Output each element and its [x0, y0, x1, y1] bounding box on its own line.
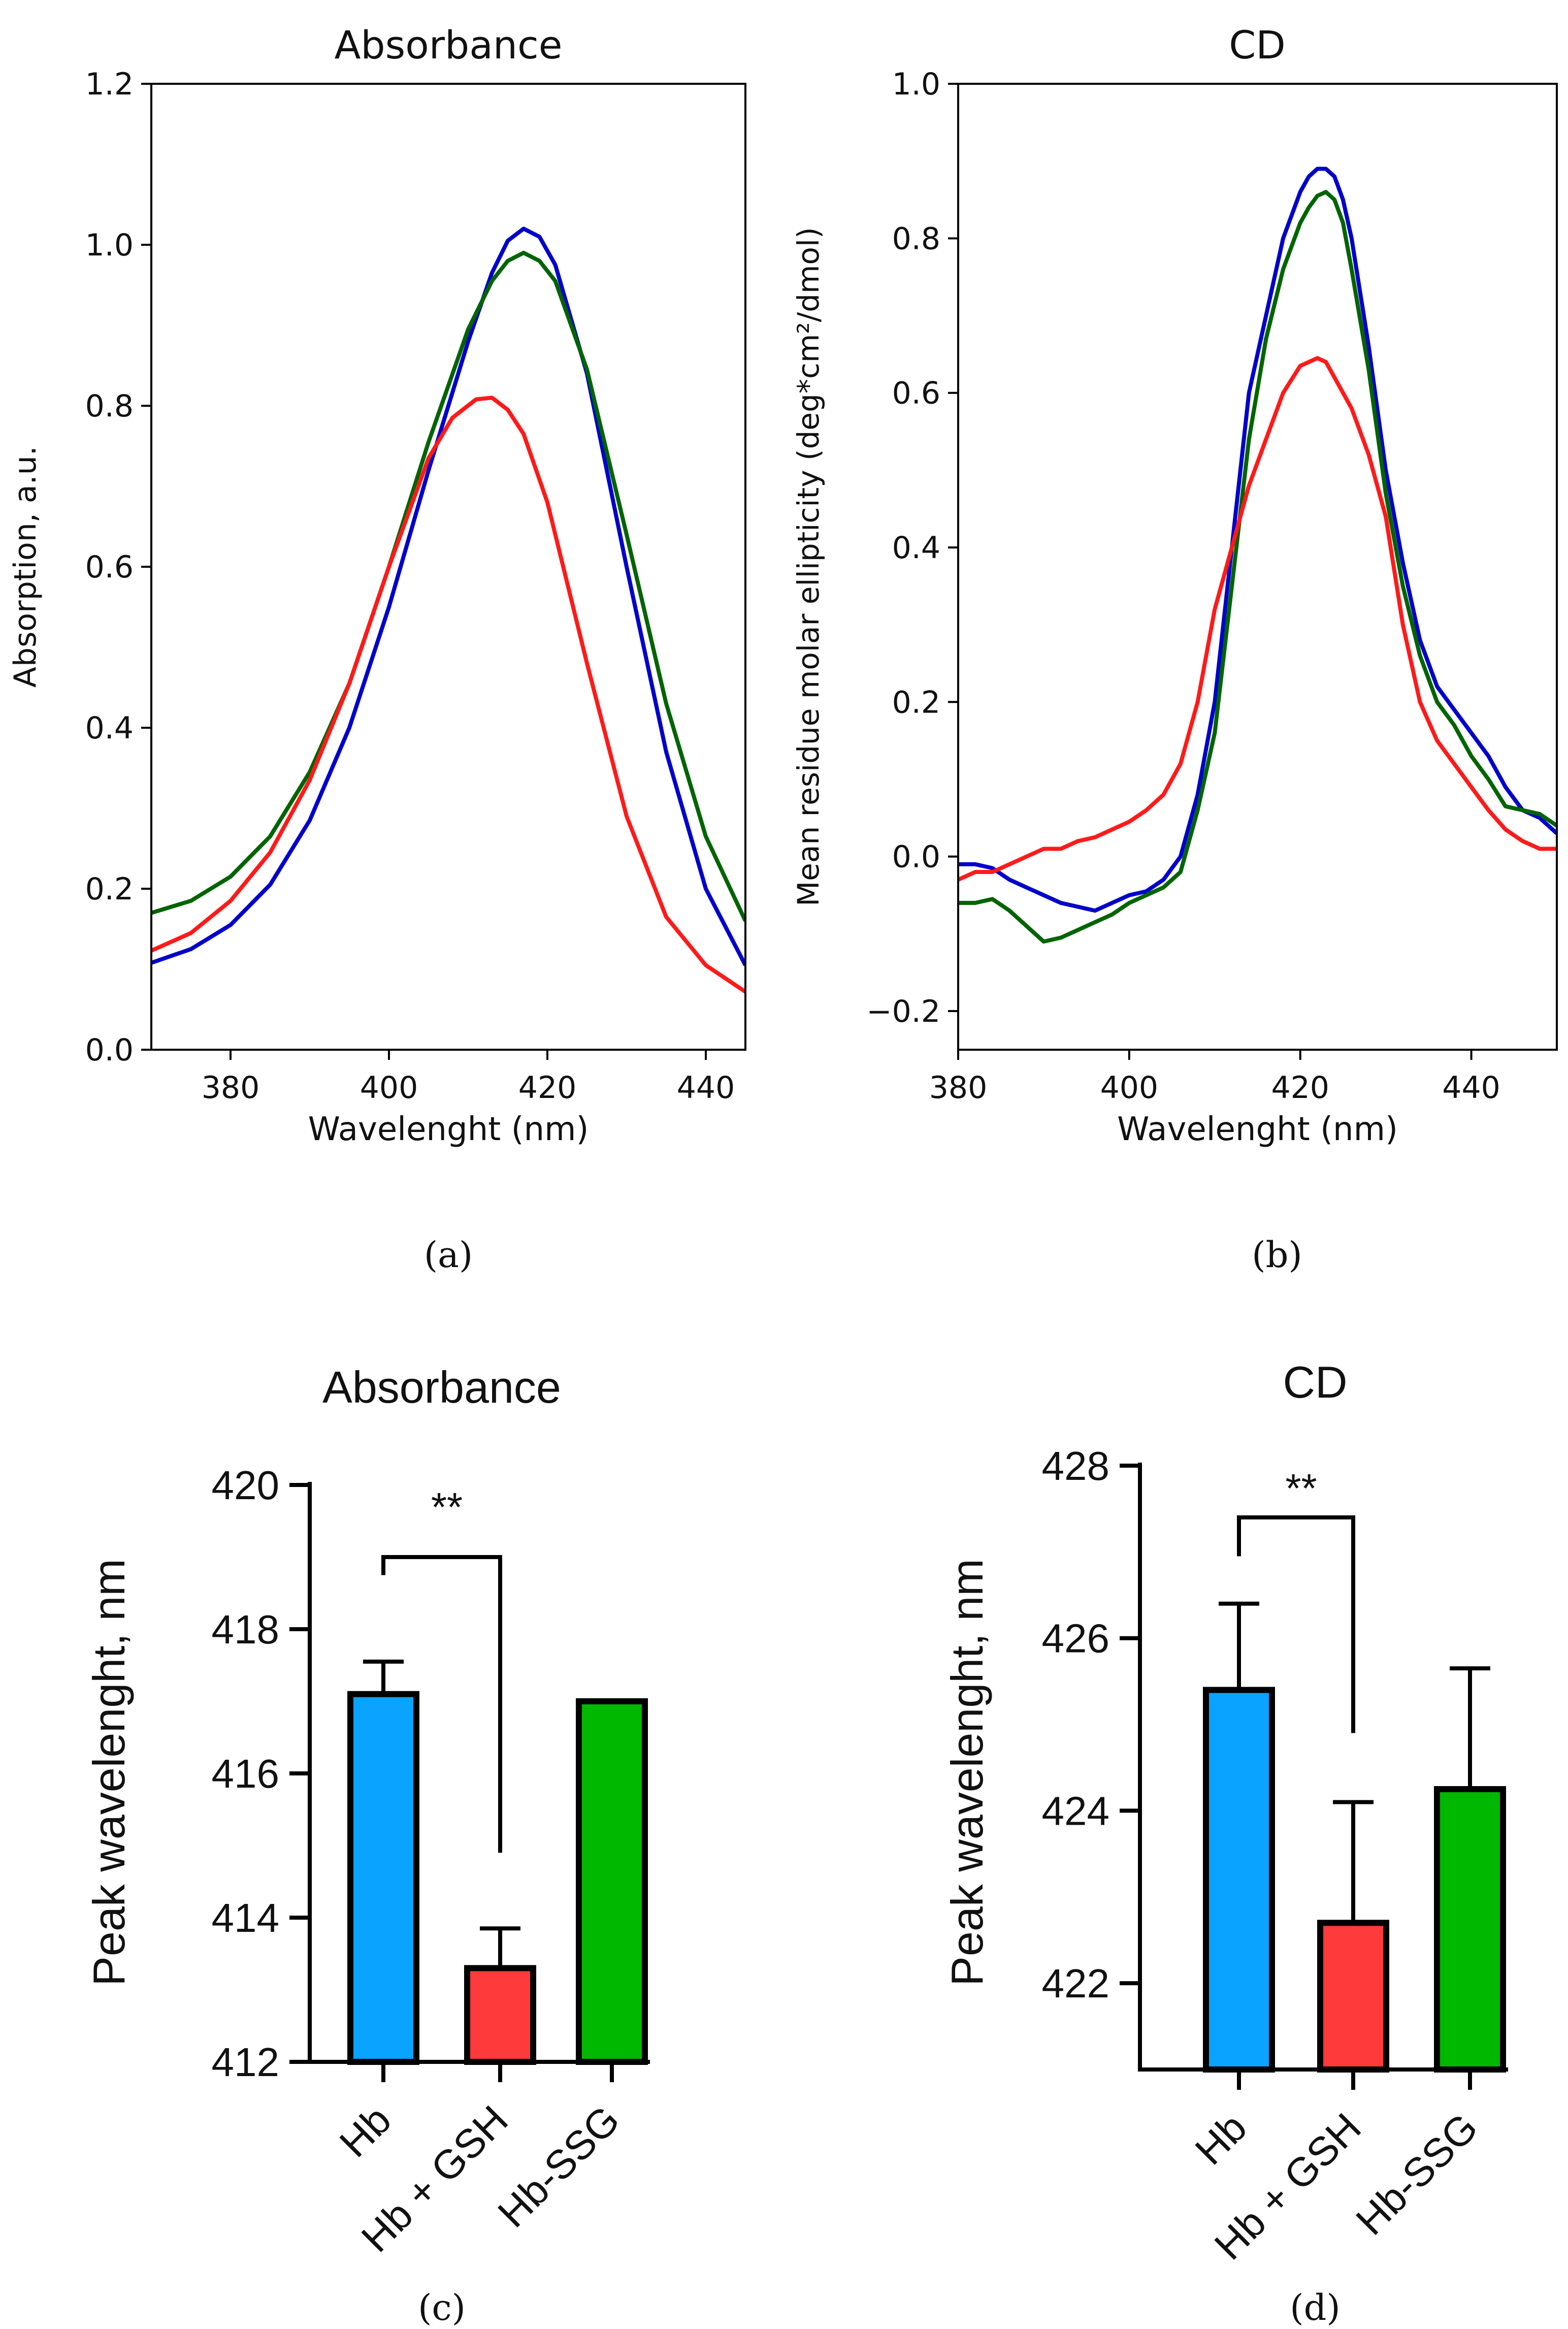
- significance-stars: **: [431, 1484, 463, 1530]
- series-line-green: [958, 190, 1557, 944]
- y-tick-label: 0.2: [892, 685, 940, 720]
- bar-1: [464, 1965, 536, 2065]
- bar-1: [1317, 1920, 1389, 2073]
- significance-bracket: [381, 1555, 502, 1853]
- x-tick-label: 420: [518, 1070, 577, 1106]
- panel-caption: (c): [418, 2287, 466, 2328]
- chart-title: Absorbance: [322, 1362, 561, 1412]
- panel-caption: (a): [424, 1234, 473, 1276]
- x-tick-label: 400: [1100, 1070, 1159, 1106]
- x-tick-label: 420: [1271, 1070, 1329, 1106]
- plot-frame: [957, 83, 1558, 1051]
- significance-bracket: [1237, 1515, 1355, 1733]
- y-tick-label: 416: [212, 1751, 279, 1796]
- y-tick-label: 422: [1042, 1961, 1109, 2006]
- x-axis-title: Wavelenght (nm): [308, 1111, 589, 1148]
- y-tick-label: 0.6: [892, 376, 940, 411]
- panel-caption: (d): [1290, 2287, 1340, 2328]
- x-tick-label: 440: [1442, 1070, 1500, 1106]
- bar-2: [1434, 1786, 1506, 2073]
- y-tick-label: 1.2: [85, 67, 134, 102]
- y-tick-label: 0.0: [85, 1032, 134, 1068]
- y-tick-label: 1.0: [892, 67, 940, 102]
- series-line-red: [958, 356, 1557, 882]
- y-tick-label: 0.6: [85, 549, 134, 585]
- x-tick-label: 380: [202, 1070, 260, 1106]
- bar-2: [576, 1698, 648, 2065]
- y-tick-label: 0.4: [892, 530, 940, 566]
- series-line-green: [151, 250, 745, 922]
- x-tick-label: 400: [360, 1070, 418, 1106]
- y-tick-label: 420: [212, 1463, 279, 1508]
- y-tick-label: 424: [1042, 1788, 1109, 1833]
- x-tick-label: 440: [677, 1070, 735, 1106]
- y-tick-label: 418: [212, 1607, 279, 1652]
- y-tick-label: 0.4: [85, 710, 134, 746]
- y-tick-label: −0.2: [866, 994, 940, 1029]
- bar-0: [1203, 1687, 1275, 2073]
- y-axis-title: Peak wavelenght, nm: [942, 1559, 992, 1986]
- series-line-red: [151, 396, 745, 994]
- y-tick-label: 0.2: [85, 871, 134, 907]
- panel-caption: (b): [1252, 1234, 1302, 1276]
- y-tick-label: 1.0: [85, 228, 134, 263]
- y-axis-title: Mean residue molar ellipticity (deg*cm²/…: [791, 227, 826, 907]
- x-tick-label: 380: [929, 1070, 988, 1106]
- series-line-blue: [151, 227, 745, 966]
- significance-stars: **: [1285, 1466, 1317, 1511]
- y-tick-label: 426: [1042, 1616, 1109, 1661]
- x-axis-title: Wavelenght (nm): [1117, 1111, 1398, 1148]
- y-tick-label: 414: [212, 1895, 279, 1940]
- y-axis-title: Absorption, a.u.: [8, 446, 43, 688]
- y-tick-label: 0.0: [892, 839, 940, 875]
- y-tick-label: 0.8: [85, 389, 134, 424]
- bar-0: [347, 1691, 419, 2065]
- chart-title: Absorbance: [334, 22, 562, 68]
- y-tick-label: 412: [212, 2040, 279, 2085]
- series-line-blue: [958, 167, 1557, 913]
- panel-b-cd-spectrum: 380 400 420 440 −0.2 0.0 0.2 0.4 0.6 0.8 1.0 CD Wave…: [791, 22, 1558, 1276]
- y-tick-label: 0.8: [892, 221, 940, 256]
- chart-title: CD: [1283, 1357, 1347, 1407]
- chart-title: CD: [1229, 22, 1286, 68]
- y-tick-label: 428: [1042, 1443, 1109, 1489]
- panel-a-absorbance-spectrum: 380 400 420 440 0.0 0.2 0.4 0.6 0.8 1.0 1.2 Absorba…: [8, 22, 746, 1276]
- y-axis-title: Peak wavelenght, nm: [84, 1559, 134, 1986]
